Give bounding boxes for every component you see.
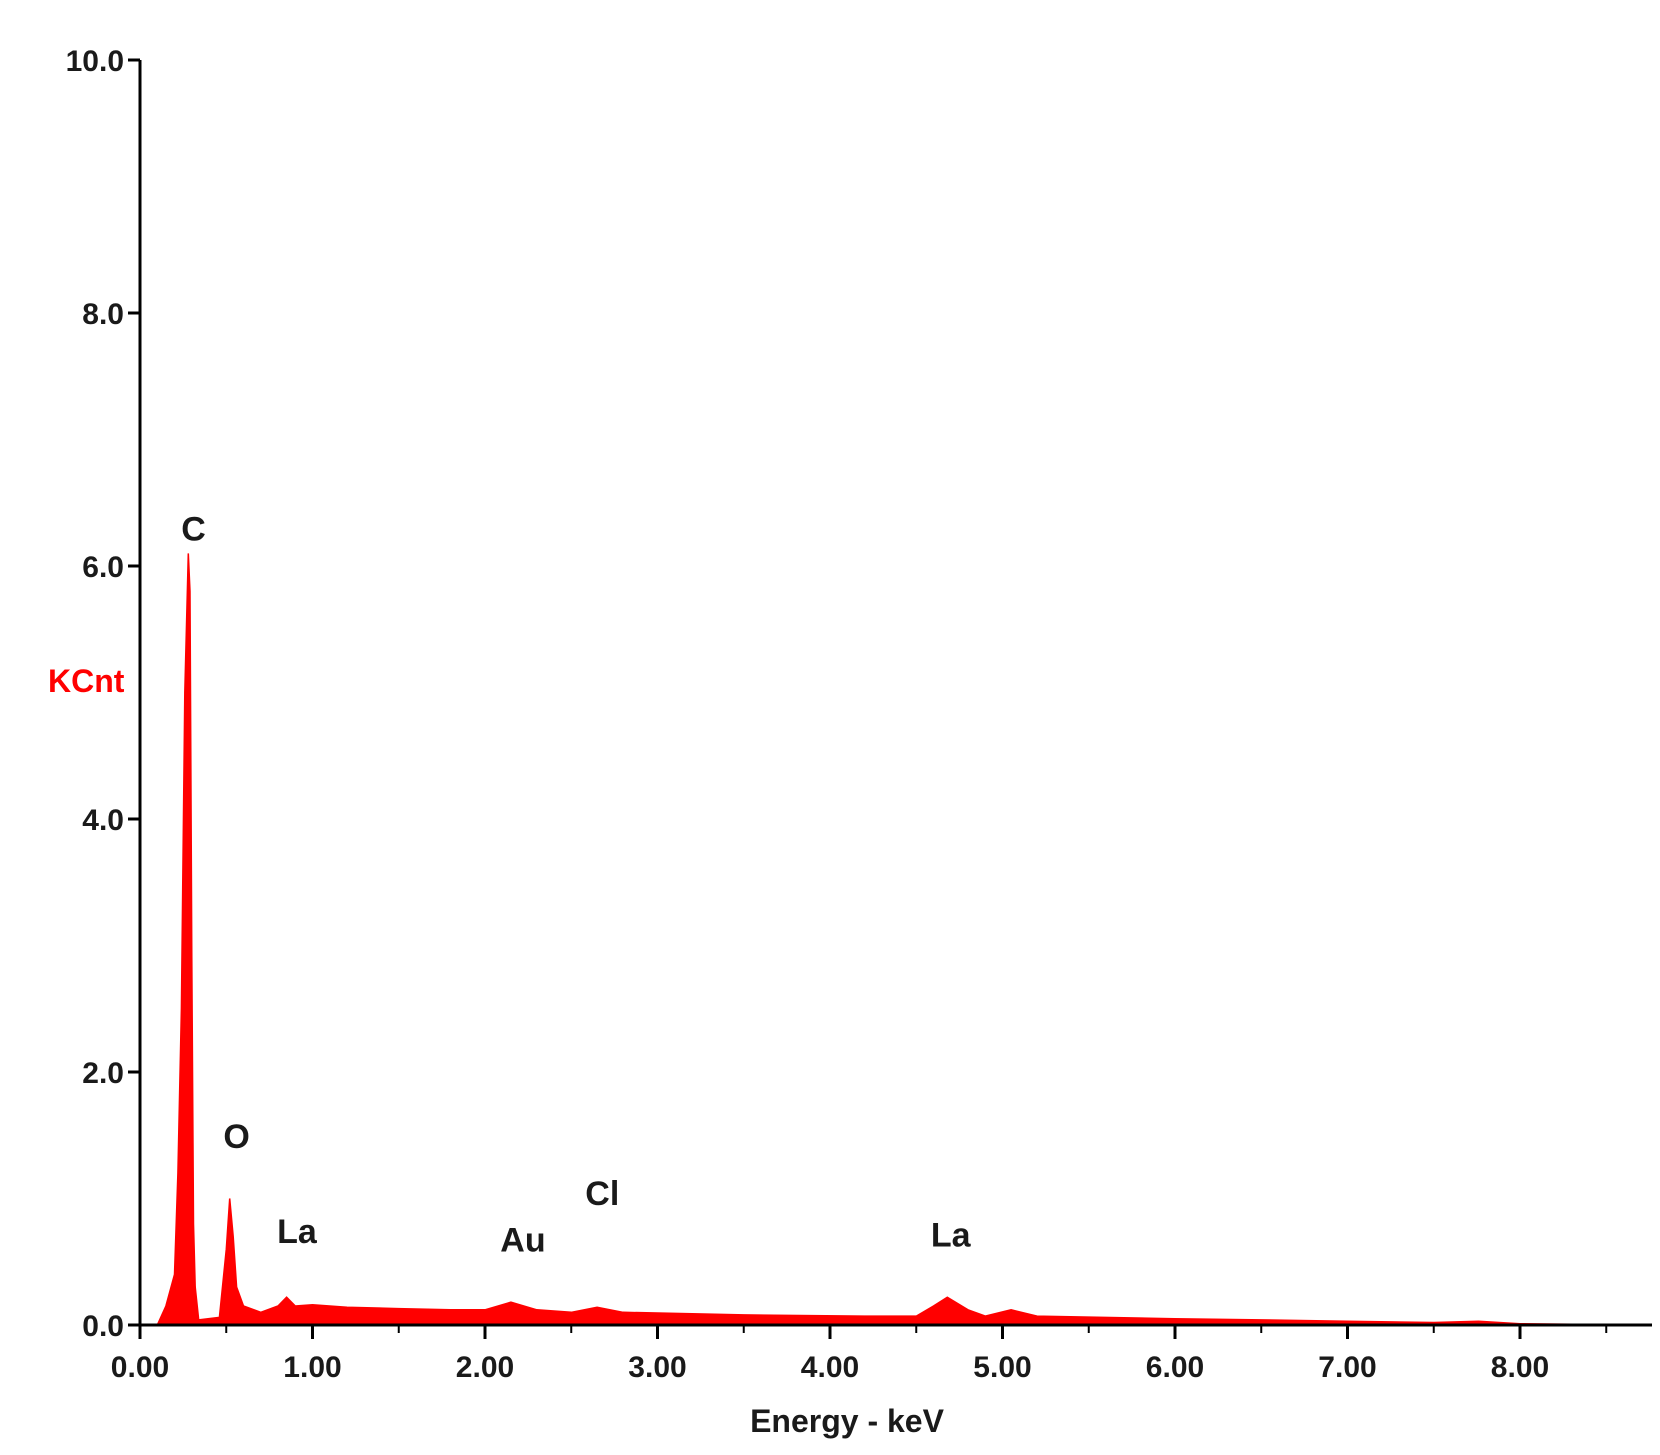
- y-tick-label: 8.0: [82, 298, 124, 331]
- plot-area: [156, 553, 1645, 1326]
- axes: [128, 58, 1652, 1339]
- peak-label-c: C: [181, 511, 206, 549]
- x-tick-label: 2.00: [456, 1351, 514, 1384]
- x-tick-label: 4.00: [801, 1351, 859, 1384]
- peak-label-la: La: [931, 1217, 972, 1255]
- spectrum-series-0: [156, 553, 1645, 1326]
- y-tick-label: 0.0: [82, 1310, 124, 1343]
- x-tick-label: 0.00: [111, 1351, 169, 1384]
- peak-label-o: O: [223, 1118, 249, 1156]
- y-tick-label: 2.0: [82, 1057, 124, 1090]
- x-tick-label: 8.00: [1491, 1351, 1549, 1384]
- peak-label-cl: Cl: [585, 1175, 619, 1213]
- y-tick-label: 4.0: [82, 804, 124, 837]
- y-axis-label: KCnt: [48, 663, 125, 699]
- y-tick-label: 6.0: [82, 551, 124, 584]
- axis-labels: 0.0 2.0 4.0 6.0 8.0 10.0 0.00 1.00 2.00 3.00 4.00 5…: [66, 45, 1550, 1384]
- x-tick-label: 1.00: [283, 1351, 341, 1384]
- y-tick-label: 10.0: [66, 45, 124, 78]
- x-axis-label: Energy - keV: [750, 1403, 945, 1439]
- x-tick-label: 5.00: [973, 1351, 1031, 1384]
- peak-label-la: La: [277, 1213, 318, 1251]
- x-tick-label: 6.00: [1146, 1351, 1204, 1384]
- x-tick-label: 7.00: [1318, 1351, 1376, 1384]
- x-tick-label: 3.00: [628, 1351, 686, 1384]
- peak-label-au: Au: [500, 1222, 545, 1260]
